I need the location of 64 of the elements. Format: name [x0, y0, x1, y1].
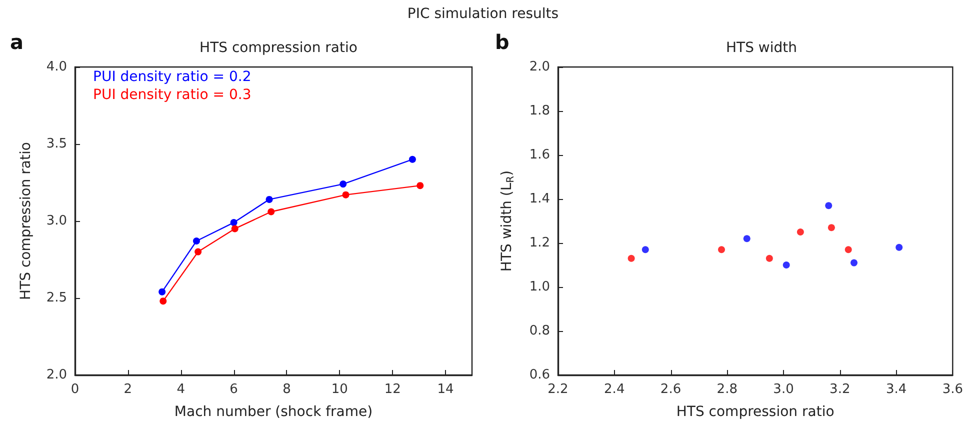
text: PUI density ratio = 0.3 [93, 87, 252, 103]
y-tick-label: 1.4 [529, 192, 550, 206]
point [782, 262, 790, 268]
point [642, 246, 649, 254]
point [796, 228, 804, 236]
x-tick-label: 14 [437, 382, 454, 397]
point [825, 202, 832, 210]
point [158, 288, 166, 296]
x-tick-label: 3.6 [942, 382, 964, 397]
y-tick-label: 0.8 [529, 324, 550, 338]
x-tick-label: 0 [70, 382, 80, 397]
point [718, 246, 726, 254]
y-tick-label: 1.2 [529, 236, 550, 250]
x-tick-label: 12 [384, 382, 401, 397]
text: b [495, 30, 510, 54]
x-tick-label: 3.0 [773, 382, 794, 397]
x-tick-label: 8 [282, 382, 291, 397]
x-tick-label: 2.2 [548, 382, 568, 397]
x-tick-label: 3.4 [886, 382, 907, 397]
point [266, 196, 273, 203]
point [231, 225, 238, 232]
chart-title: HTS width [726, 40, 798, 56]
point [192, 238, 200, 245]
y-tick-label: 1.0 [529, 280, 550, 294]
x-tick-label: 2 [124, 382, 132, 397]
y-tick-label: 3.0 [46, 214, 67, 228]
x-tick-label: 10 [331, 382, 348, 397]
y-tick-label: 2.5 [46, 290, 67, 306]
point [194, 248, 202, 256]
point [766, 254, 773, 262]
y-tick-label: 2.0 [46, 368, 67, 382]
point [160, 298, 167, 305]
point [342, 191, 350, 198]
point [844, 246, 852, 254]
chart-title: HTS compression ratio [200, 40, 358, 56]
text: a [10, 30, 24, 54]
x-tick-label: 2.6 [660, 382, 682, 397]
point [628, 254, 635, 262]
y-tick-label: 4.0 [46, 60, 67, 74]
x-axis-title: HTS compression ratio [676, 404, 834, 420]
x-tick-label: 3.2 [830, 382, 850, 397]
text: PIC simulation results [406, 6, 560, 22]
y-tick-label: 1.8 [529, 104, 550, 118]
point [743, 235, 750, 242]
x-axis-title: Mach number (shock frame) [174, 404, 373, 420]
point [408, 156, 416, 163]
point [416, 182, 424, 190]
point [896, 244, 903, 251]
x-tick-label: 4 [176, 382, 186, 397]
y-axis-title: HTS compression ratio [18, 142, 34, 300]
x-tick-label: 2.4 [604, 382, 625, 397]
point [828, 224, 835, 232]
point [268, 208, 275, 216]
y-axis-title: HTS width (LR) [499, 170, 516, 272]
x-tick-label: 2.8 [716, 382, 738, 397]
point [340, 180, 347, 188]
y-tick-label: 2.0 [529, 60, 550, 74]
text: PUI density ratio = 0.2 [93, 69, 252, 85]
point [850, 259, 858, 266]
point [230, 219, 238, 226]
y-tick-label: 1.6 [529, 148, 550, 162]
x-tick-label: 6 [230, 382, 238, 397]
y-tick-label: 0.6 [529, 368, 550, 382]
y-tick-label: 3.5 [46, 136, 67, 152]
